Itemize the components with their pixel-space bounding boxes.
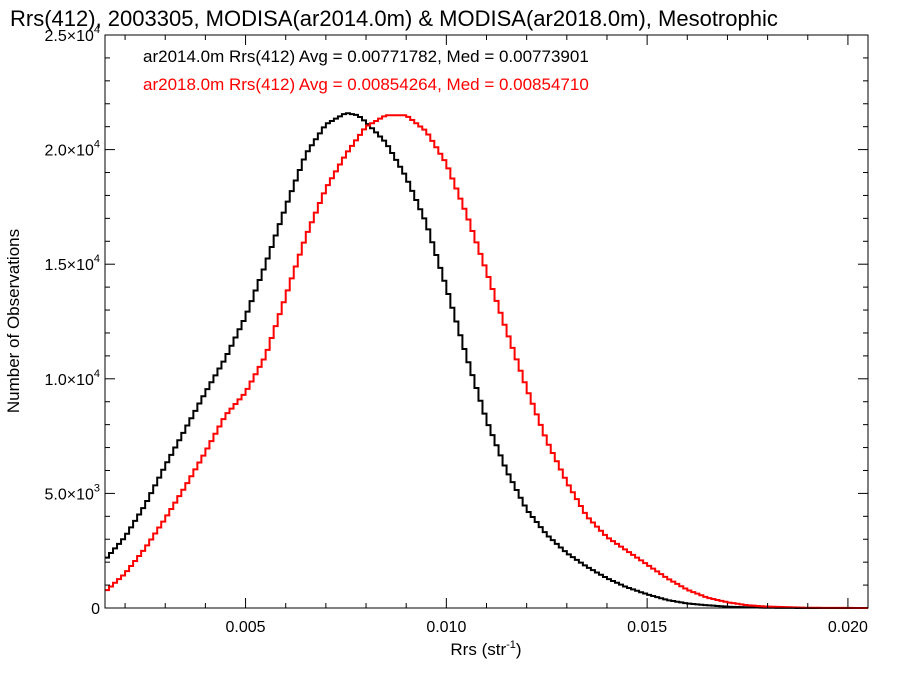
- x-axis: 0.005 0.010 0.015 0.020: [124, 35, 868, 636]
- x-tick-label-1: 0.010: [426, 619, 466, 636]
- series-lines: [105, 112, 868, 609]
- chart-title: Rrs(412), 2003305, MODISA(ar2014.0m) & M…: [10, 6, 778, 31]
- legend-entry-ar2018: ar2018.0m Rrs(412) Avg = 0.00854264, Med…: [143, 75, 589, 94]
- y-axis-label: Number of Observations: [4, 229, 23, 413]
- series-line-0: [105, 112, 868, 609]
- y-tick-label-3: 1.5×104: [44, 253, 100, 274]
- legend: ar2014.0m Rrs(412) Avg = 0.00771782, Med…: [143, 47, 589, 94]
- series-line-1: [105, 114, 868, 609]
- y-tick-label-5: 2.5×104: [44, 24, 100, 45]
- x-axis-label: Rrs (str-1): [450, 639, 521, 659]
- legend-entry-ar2014: ar2014.0m Rrs(412) Avg = 0.00771782, Med…: [143, 47, 589, 66]
- y-tick-label-4: 2.0×104: [44, 139, 100, 160]
- y-tick-label-1: 5.0×103: [44, 482, 100, 503]
- x-tick-label-3: 0.020: [828, 619, 868, 636]
- x-tick-label-2: 0.015: [627, 619, 667, 636]
- y-tick-label-0: 0: [91, 601, 100, 618]
- plot-frame: [104, 34, 869, 609]
- y-tick-label-2: 1.0×104: [44, 368, 100, 389]
- x-tick-label-0: 0.005: [226, 619, 266, 636]
- y-axis: 0 5.0×103 1.0×104 1.5×104 2.0×104 2.5×104: [44, 24, 868, 618]
